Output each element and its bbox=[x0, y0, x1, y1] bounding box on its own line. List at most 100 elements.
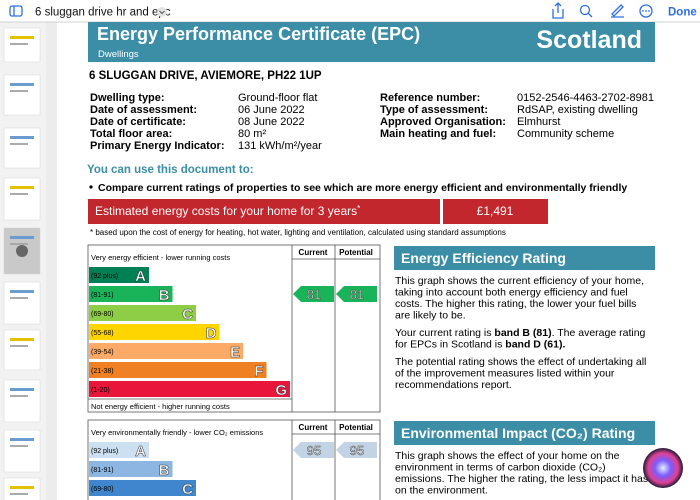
markup-icon[interactable] bbox=[611, 4, 624, 18]
thumbnail-detail bbox=[10, 297, 28, 299]
chart-frame bbox=[87, 419, 381, 500]
detail-label: Date of certificate: bbox=[90, 116, 186, 128]
paragraph-segment: band B (81) bbox=[494, 327, 551, 339]
band-range: (1-20) bbox=[91, 387, 110, 394]
more-icon[interactable] bbox=[639, 4, 653, 18]
detail-value: Elmhurst bbox=[517, 116, 560, 128]
detail-value: RdSAP, existing dwelling bbox=[517, 104, 638, 116]
paragraph-line: on the environment. bbox=[395, 485, 488, 497]
section-heading: Environmental Impact (CO₂) Rating bbox=[401, 425, 635, 441]
paragraph-line: environment in terms of carbon dioxide (… bbox=[395, 462, 606, 474]
title-menu[interactable] bbox=[157, 7, 167, 17]
epc-subtitle: Dwellings bbox=[98, 49, 139, 60]
thumbnail-detail bbox=[10, 236, 34, 239]
done-button[interactable]: Done bbox=[668, 7, 697, 19]
detail-value: 08 June 2022 bbox=[238, 116, 305, 128]
page-thumbnail bbox=[3, 329, 41, 371]
thumbnail-detail bbox=[10, 345, 28, 347]
paragraph-segment: costs. The higher this rating, the lower… bbox=[395, 298, 636, 310]
paragraph-segment: This graph shows the effect of your home… bbox=[395, 450, 620, 462]
band-range: (81-91) bbox=[91, 467, 114, 474]
page-thumbnail bbox=[3, 281, 41, 325]
thumbnail-detail bbox=[10, 193, 28, 195]
rating-band bbox=[89, 442, 149, 458]
rating-arrow bbox=[336, 442, 377, 458]
thumbnail-detail bbox=[10, 493, 28, 495]
thumbnail-detail bbox=[10, 83, 34, 86]
paragraph-line: Your current rating is band B (81). The … bbox=[395, 327, 646, 339]
detail-label: Type of assessment: bbox=[380, 104, 488, 116]
detail-label: Dwelling type: bbox=[90, 92, 165, 104]
rating-value: 81 bbox=[307, 287, 321, 302]
band-letter: B bbox=[159, 287, 170, 304]
rating-band bbox=[89, 324, 220, 340]
detail-value: Community scheme bbox=[517, 128, 614, 140]
rating-band bbox=[89, 461, 173, 477]
section-heading-bar bbox=[394, 421, 655, 445]
detail-label: Primary Energy Indicator: bbox=[90, 140, 225, 152]
share-icon[interactable] bbox=[552, 2, 564, 19]
chevron bbox=[159, 10, 165, 15]
costs-label: Estimated energy costs for your home for… bbox=[95, 204, 360, 218]
thumbnail-detail bbox=[10, 90, 28, 92]
rating-band bbox=[89, 381, 290, 397]
page-thumbnail bbox=[3, 429, 41, 473]
detail-label: Main heating and fuel: bbox=[380, 128, 496, 140]
document-title[interactable]: 6 sluggan drive hr and epc bbox=[35, 7, 171, 19]
bullet bbox=[89, 185, 93, 189]
chart-frame bbox=[87, 244, 381, 413]
detail-value: Ground-floor flat bbox=[238, 92, 317, 104]
page-thumbnail bbox=[3, 74, 41, 116]
band-letter: G bbox=[275, 382, 287, 399]
paragraph-line: emissions. The higher the rating, the le… bbox=[395, 473, 648, 485]
paragraph-line: The potential rating shows the effect of… bbox=[395, 356, 646, 368]
paragraph-segment: for EPCs in Scotland is bbox=[395, 339, 505, 351]
thumbnail-detail bbox=[10, 338, 34, 341]
costs-value: £1,491 bbox=[477, 204, 514, 218]
paragraph-line: taking into account both energy efficien… bbox=[395, 287, 628, 299]
costs-bar bbox=[88, 199, 440, 224]
page-thumbnail bbox=[3, 177, 41, 221]
costs-text: Estimated energy costs for your home for… bbox=[95, 204, 357, 218]
paragraph-segment: on the environment. bbox=[395, 485, 488, 497]
paragraph-segment: Your current rating is bbox=[395, 327, 494, 339]
address: 6 SLUGGAN DRIVE, AVIEMORE, PH22 1UP bbox=[89, 70, 322, 82]
rating-band bbox=[89, 267, 149, 283]
detail-label: Date of assessment: bbox=[90, 104, 197, 116]
paragraph-line: for EPCs in Scotland is band D (61). bbox=[395, 339, 565, 351]
thumbnail-detail bbox=[10, 445, 28, 447]
paragraph-segment: emissions. The higher the rating, the le… bbox=[395, 473, 648, 485]
thumbnail-detail bbox=[10, 395, 28, 397]
band-letter: A bbox=[135, 268, 146, 285]
paragraph-line: recommendations report. bbox=[395, 379, 512, 391]
sidebar-toggle[interactable] bbox=[9, 5, 23, 17]
rating-value: 95 bbox=[350, 443, 364, 458]
toolbar bbox=[0, 0, 700, 22]
detail-label: Approved Organisation: bbox=[380, 116, 506, 128]
detail-value: 06 June 2022 bbox=[238, 104, 305, 116]
epc-title: Energy Performance Certificate (EPC) bbox=[97, 24, 420, 44]
costs-asterisk: * bbox=[357, 204, 360, 213]
band-letter: B bbox=[159, 462, 170, 479]
paragraph-segment: of the improvement measures listed withi… bbox=[395, 368, 615, 380]
search-icon[interactable] bbox=[579, 4, 593, 18]
thumbnail-detail bbox=[10, 243, 28, 245]
band-letter: D bbox=[206, 325, 217, 342]
section-heading-bar bbox=[394, 246, 655, 270]
rating-band bbox=[89, 480, 196, 496]
page-thumbnail bbox=[3, 127, 41, 169]
band-range: (81-91) bbox=[91, 292, 114, 299]
uses-heading: You can use this document to: bbox=[87, 164, 254, 176]
paragraph-line: are likely to be. bbox=[395, 310, 466, 322]
paragraph-segment: . The average rating bbox=[552, 327, 646, 339]
paragraph-line: costs. The higher this rating, the lower… bbox=[395, 298, 636, 310]
paragraph-segment: are likely to be. bbox=[395, 310, 466, 322]
thumbnail-detail bbox=[10, 290, 34, 293]
band-range: (69-80) bbox=[91, 311, 114, 318]
detail-label: Total floor area: bbox=[90, 128, 172, 140]
costs-note: * based upon the cost of energy for heat… bbox=[90, 228, 506, 237]
paragraph-line: This graph shows the effect of your home… bbox=[395, 450, 620, 462]
detail-value: 80 m² bbox=[238, 128, 266, 140]
